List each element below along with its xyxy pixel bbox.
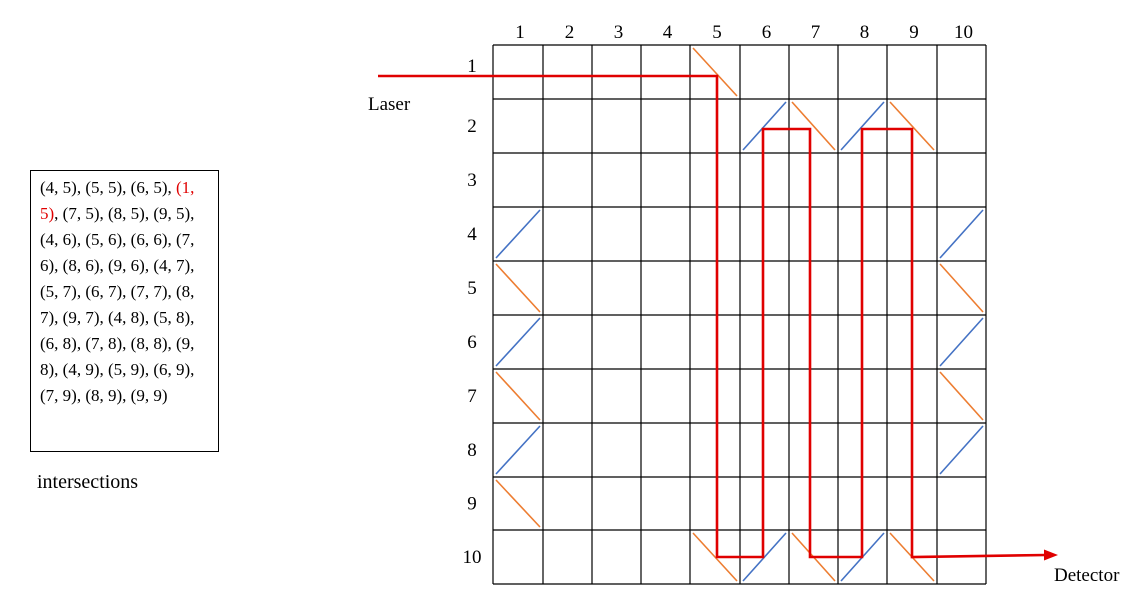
orange-mirror	[889, 101, 935, 151]
beam-path	[378, 74, 1047, 559]
intersections-box: (4, 5), (5, 5), (6, 5), (1, 5), (7, 5), …	[30, 170, 219, 452]
mirrors	[495, 47, 984, 582]
intersection-item: (9, 8)	[40, 334, 195, 379]
row-label: 1	[467, 56, 477, 77]
column-label: 3	[614, 22, 624, 43]
row-label: 6	[467, 332, 477, 353]
row-label: 9	[467, 494, 477, 515]
row-label: 2	[467, 116, 477, 137]
intersection-item: (7, 5)	[62, 204, 100, 223]
column-label: 7	[811, 22, 821, 43]
intersection-item: (8, 6)	[62, 256, 100, 275]
intersection-item: (8, 8)	[130, 334, 168, 353]
intersection-item: (7, 7)	[130, 282, 168, 301]
row-label: 7	[467, 386, 477, 407]
intersection-item: (8, 5)	[108, 204, 145, 223]
intersection-item: (8, 9)	[85, 386, 123, 405]
row-labels: 1 2 3 4 5 6 7 8 9 10	[463, 56, 482, 568]
intersection-item: (6, 5)	[130, 178, 168, 197]
column-label: 5	[712, 22, 722, 43]
laser-label: Laser	[368, 94, 411, 115]
row-label: 8	[467, 440, 477, 461]
intersection-item: (4, 6)	[40, 230, 77, 249]
blue-mirror	[939, 209, 984, 259]
intersection-item: (4, 8)	[108, 308, 145, 327]
orange-mirror	[939, 263, 984, 313]
row-label: 10	[463, 547, 482, 568]
row-label: 5	[467, 278, 477, 299]
column-label: 6	[762, 22, 772, 43]
intersection-item: (9, 9)	[130, 386, 168, 405]
column-label: 8	[860, 22, 870, 43]
beam-arrowhead	[1044, 549, 1058, 561]
orange-mirror	[495, 479, 541, 528]
intersection-item: (7, 8)	[85, 334, 123, 353]
blue-mirror	[742, 101, 787, 151]
blue-mirror	[495, 425, 541, 475]
column-label: 9	[909, 22, 919, 43]
row-label: 3	[467, 170, 477, 191]
intersection-item: (5, 8)	[153, 308, 191, 327]
blue-mirror	[495, 317, 541, 367]
intersection-item: (9, 7)	[62, 308, 100, 327]
intersection-item: (4, 9)	[62, 360, 100, 379]
orange-mirror	[939, 371, 984, 421]
intersection-item: (7, 9)	[40, 386, 77, 405]
grid-lines	[492, 44, 987, 585]
intersection-item: (9, 5)	[153, 204, 191, 223]
orange-mirror	[495, 263, 541, 313]
intersection-item: (6, 9)	[153, 360, 191, 379]
intersections-label: intersections	[37, 471, 139, 493]
detector-label: Detector	[1054, 565, 1120, 586]
intersection-item: (6, 8)	[40, 334, 77, 353]
intersection-item: (5, 6)	[85, 230, 123, 249]
intersection-item: (7, 6)	[40, 230, 195, 275]
blue-mirror	[495, 209, 541, 259]
blue-mirror	[939, 425, 984, 475]
orange-mirror	[692, 532, 738, 582]
intersection-item: (9, 6)	[108, 256, 145, 275]
row-label: 4	[467, 224, 477, 245]
blue-mirror	[742, 532, 787, 582]
blue-mirror	[939, 317, 984, 367]
intersection-item: (6, 7)	[85, 282, 123, 301]
blue-mirror	[840, 101, 885, 151]
intersection-item: (4, 5)	[40, 178, 77, 197]
column-label: 4	[663, 22, 673, 43]
intersection-item: (5, 7)	[40, 282, 77, 301]
column-label: 10	[954, 22, 973, 43]
intersection-item: (6, 6)	[130, 230, 168, 249]
column-label: 2	[565, 22, 575, 43]
orange-mirror	[791, 101, 836, 151]
intersection-item: (5, 9)	[108, 360, 145, 379]
orange-mirror	[495, 371, 541, 421]
orange-mirror	[692, 47, 738, 97]
intersection-item: (8, 7)	[40, 282, 195, 327]
column-labels: 1 2 3 4 5 6 7 8 9 10	[515, 22, 973, 43]
laser-beam	[378, 74, 1058, 561]
intersection-item: (4, 7)	[153, 256, 191, 275]
intersection-item: (5, 5)	[85, 178, 123, 197]
intersection-item: (1, 5)	[40, 178, 195, 223]
column-label: 1	[515, 22, 525, 43]
